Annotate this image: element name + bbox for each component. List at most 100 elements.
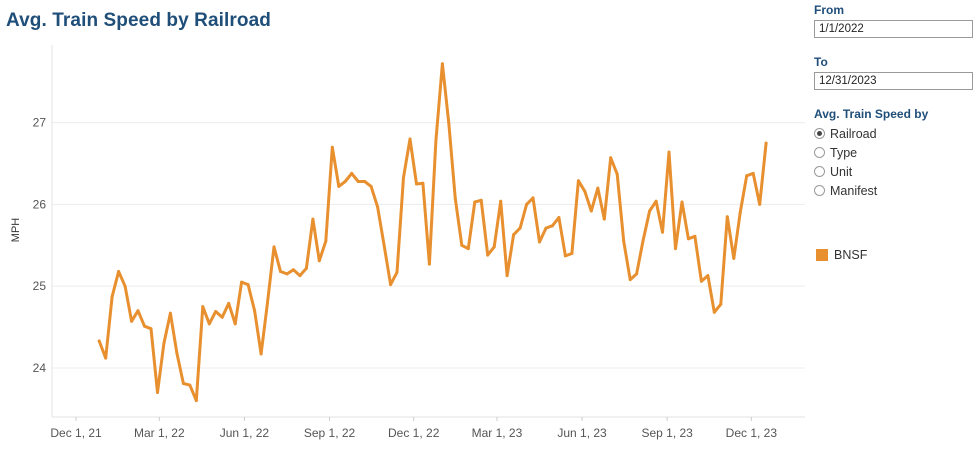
- data-point[interactable]: [583, 189, 587, 193]
- data-point[interactable]: [194, 399, 198, 403]
- data-point[interactable]: [317, 259, 321, 263]
- data-point[interactable]: [298, 274, 302, 278]
- data-point[interactable]: [758, 202, 762, 206]
- data-point[interactable]: [156, 391, 159, 394]
- data-point[interactable]: [447, 122, 451, 126]
- data-point[interactable]: [570, 252, 574, 255]
- data-point[interactable]: [304, 266, 308, 270]
- data-point[interactable]: [466, 247, 470, 251]
- data-point[interactable]: [693, 234, 697, 238]
- data-point[interactable]: [764, 141, 768, 145]
- radio-manifest[interactable]: Manifest: [814, 181, 928, 200]
- data-point[interactable]: [738, 211, 742, 215]
- data-point[interactable]: [279, 270, 282, 273]
- data-point[interactable]: [725, 215, 729, 219]
- data-point[interactable]: [699, 279, 703, 283]
- data-point[interactable]: [291, 268, 295, 272]
- data-point[interactable]: [350, 171, 354, 175]
- data-point[interactable]: [492, 245, 496, 249]
- data-point[interactable]: [168, 311, 172, 315]
- data-point[interactable]: [628, 278, 632, 282]
- data-point[interactable]: [589, 209, 593, 213]
- data-point[interactable]: [648, 209, 652, 213]
- data-point[interactable]: [473, 200, 477, 204]
- data-point[interactable]: [686, 237, 690, 241]
- data-point[interactable]: [214, 310, 218, 313]
- data-point[interactable]: [622, 239, 626, 243]
- data-point[interactable]: [512, 233, 516, 237]
- radio-railroad[interactable]: Railroad: [814, 124, 928, 143]
- data-point[interactable]: [130, 319, 134, 323]
- data-point[interactable]: [175, 351, 179, 355]
- from-date-input[interactable]: [814, 20, 973, 38]
- data-point[interactable]: [253, 309, 257, 313]
- data-point[interactable]: [337, 184, 341, 188]
- data-point[interactable]: [680, 200, 684, 204]
- data-point[interactable]: [311, 217, 315, 221]
- data-point[interactable]: [369, 184, 373, 188]
- data-point[interactable]: [576, 179, 580, 183]
- data-point[interactable]: [117, 270, 121, 273]
- data-point[interactable]: [706, 274, 710, 278]
- data-point[interactable]: [661, 230, 664, 234]
- data-point[interactable]: [376, 205, 380, 209]
- data-point[interactable]: [551, 224, 554, 228]
- data-point[interactable]: [505, 274, 509, 278]
- data-point[interactable]: [602, 217, 606, 221]
- data-point[interactable]: [104, 356, 108, 360]
- data-point[interactable]: [712, 310, 716, 314]
- series-line-bnsf[interactable]: [97, 62, 768, 403]
- data-point[interactable]: [272, 245, 276, 249]
- data-point[interactable]: [719, 302, 723, 306]
- data-point[interactable]: [751, 171, 755, 175]
- data-point[interactable]: [635, 272, 639, 276]
- data-point[interactable]: [557, 216, 561, 219]
- data-point[interactable]: [421, 181, 425, 185]
- data-point[interactable]: [382, 243, 386, 247]
- radio-circle-icon[interactable]: [814, 147, 825, 158]
- data-point[interactable]: [149, 327, 153, 331]
- data-point[interactable]: [343, 180, 347, 183]
- data-point[interactable]: [233, 322, 237, 326]
- data-point[interactable]: [246, 283, 250, 287]
- data-point[interactable]: [538, 240, 541, 244]
- data-point[interactable]: [745, 174, 749, 178]
- data-point[interactable]: [453, 197, 457, 201]
- to-date-input[interactable]: [814, 72, 973, 90]
- data-point[interactable]: [97, 339, 101, 343]
- data-point[interactable]: [732, 256, 736, 260]
- data-point[interactable]: [674, 247, 677, 251]
- data-point[interactable]: [110, 295, 114, 299]
- data-point[interactable]: [615, 172, 619, 176]
- data-point[interactable]: [330, 145, 334, 149]
- radio-type[interactable]: Type: [814, 143, 928, 162]
- radio-unit[interactable]: Unit: [814, 162, 928, 181]
- data-point[interactable]: [415, 182, 418, 186]
- data-point[interactable]: [427, 262, 431, 266]
- data-point[interactable]: [460, 243, 464, 247]
- data-point[interactable]: [525, 202, 529, 206]
- data-point[interactable]: [136, 309, 140, 313]
- data-point[interactable]: [285, 272, 289, 276]
- data-point[interactable]: [123, 284, 127, 288]
- data-point[interactable]: [486, 253, 490, 257]
- data-point[interactable]: [434, 139, 438, 143]
- data-point[interactable]: [162, 341, 166, 345]
- data-point[interactable]: [389, 283, 393, 287]
- data-point[interactable]: [259, 352, 263, 356]
- data-point[interactable]: [395, 270, 399, 274]
- data-point[interactable]: [563, 254, 567, 258]
- data-point[interactable]: [408, 137, 412, 141]
- data-point[interactable]: [363, 180, 367, 183]
- data-point[interactable]: [609, 156, 613, 160]
- data-point[interactable]: [266, 301, 269, 304]
- data-point[interactable]: [641, 238, 645, 242]
- data-point[interactable]: [479, 198, 483, 202]
- data-point[interactable]: [440, 62, 444, 66]
- data-point[interactable]: [207, 322, 211, 326]
- data-point[interactable]: [596, 186, 600, 190]
- radio-circle-icon[interactable]: [814, 185, 825, 196]
- data-point[interactable]: [402, 175, 405, 179]
- data-point[interactable]: [499, 199, 503, 203]
- radio-circle-icon[interactable]: [814, 128, 825, 139]
